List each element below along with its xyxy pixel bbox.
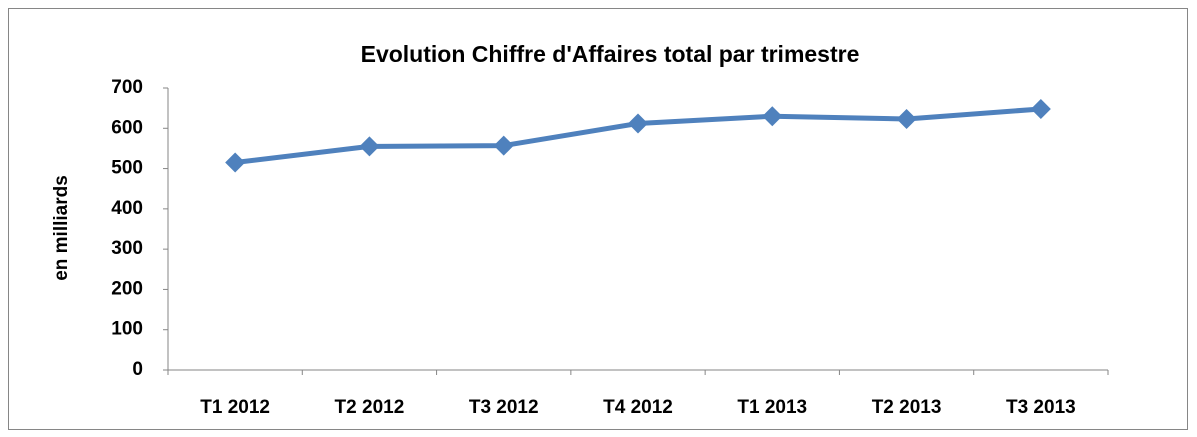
chart-border	[8, 8, 1188, 430]
marker	[628, 113, 648, 134]
x-tick-label: T2 2013	[872, 397, 942, 418]
marker	[225, 152, 246, 173]
y-tick-label: 300	[111, 238, 143, 259]
y-axis-title: en milliards	[51, 175, 72, 281]
y-tick-label: 600	[111, 117, 143, 138]
y-tick-label: 400	[111, 198, 143, 219]
x-tick-label: T2 2012	[335, 397, 405, 418]
y-tick-label: 0	[132, 359, 143, 380]
marker	[359, 136, 380, 157]
marker	[896, 109, 917, 130]
x-tick-label: T3 2012	[469, 397, 539, 418]
x-tick-label: T3 2013	[1006, 397, 1076, 418]
x-tick-label: T1 2012	[200, 397, 270, 418]
y-tick-label: 200	[111, 278, 143, 299]
y-tick-label: 100	[111, 319, 143, 340]
x-tick-label: T1 2013	[737, 397, 807, 418]
marker	[1030, 98, 1051, 119]
marker	[493, 135, 514, 156]
y-tick-label: 700	[111, 77, 143, 98]
x-tick-label: T4 2012	[603, 397, 673, 418]
y-tick-label: 500	[111, 158, 143, 179]
chart-title: Evolution Chiffre d'Affaires total par t…	[361, 41, 860, 67]
marker	[762, 106, 783, 127]
